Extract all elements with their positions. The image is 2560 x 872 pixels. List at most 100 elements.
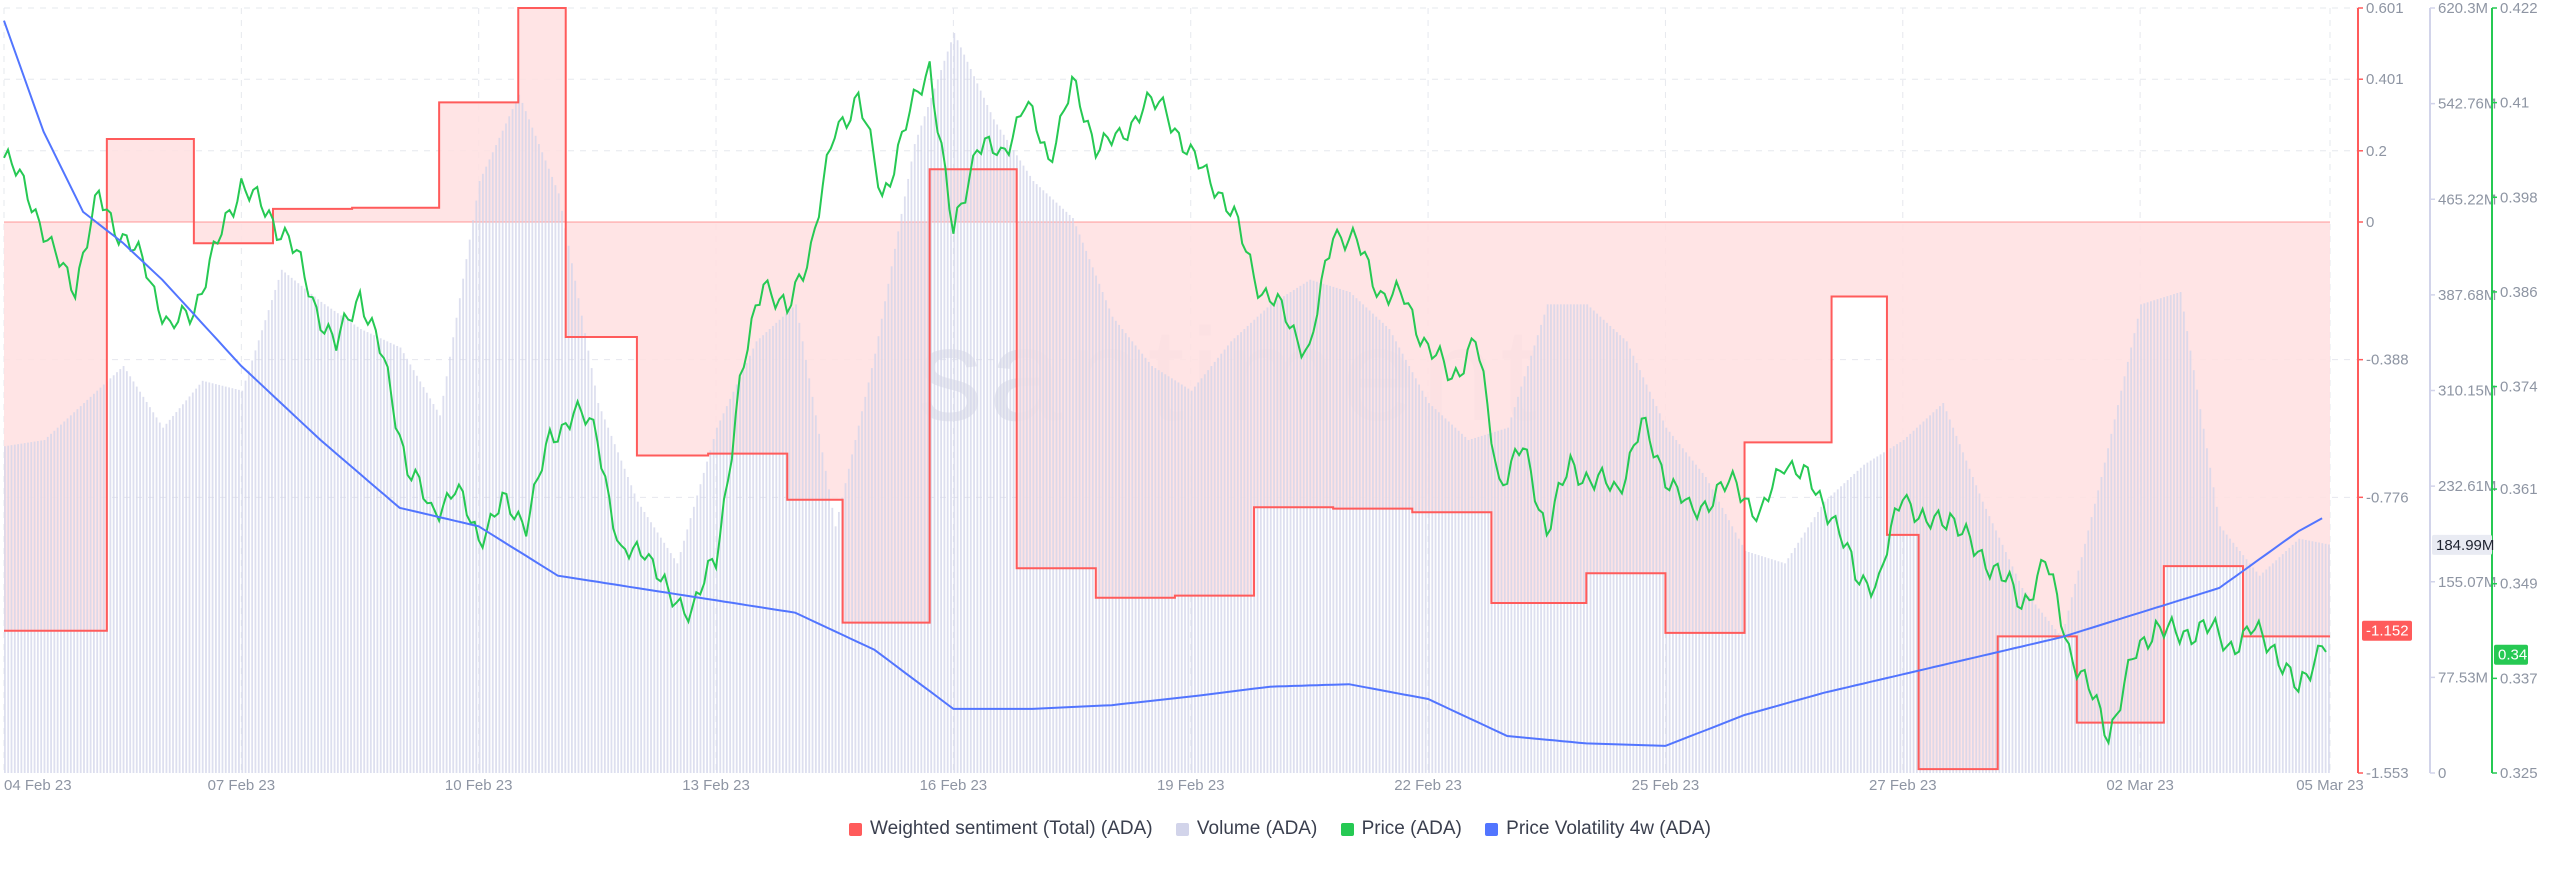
volume-bar bbox=[758, 338, 761, 773]
volume-bar bbox=[1335, 287, 1338, 773]
volume-bar bbox=[1780, 562, 1783, 773]
volume-bar bbox=[1892, 446, 1895, 773]
volume-bar bbox=[983, 97, 985, 773]
volume-bar bbox=[824, 470, 827, 773]
volume-bar bbox=[327, 306, 329, 773]
volume-bar bbox=[132, 381, 135, 773]
volume-bar bbox=[432, 404, 435, 773]
volume-bar bbox=[63, 421, 66, 773]
volume-bar bbox=[1962, 452, 1964, 773]
volume-bar bbox=[577, 298, 580, 773]
volume-bar bbox=[2173, 294, 2175, 773]
volume-bar bbox=[109, 378, 112, 773]
volume-bar bbox=[1906, 436, 1908, 773]
volume-bar bbox=[13, 444, 16, 773]
volume-bar bbox=[1615, 332, 1618, 773]
volume-bar bbox=[702, 472, 705, 773]
volume-bar bbox=[564, 228, 567, 774]
volume-bar bbox=[1203, 374, 1206, 773]
legend-item-price[interactable]: Price (ADA) bbox=[1340, 818, 1462, 840]
volume-bar bbox=[267, 310, 270, 773]
volume-bar bbox=[1405, 359, 1407, 773]
volume-bar bbox=[2146, 302, 2149, 773]
volume-bar bbox=[1856, 470, 1859, 773]
volume-bar bbox=[99, 387, 102, 773]
volume-bar bbox=[511, 109, 514, 774]
volume-bar bbox=[640, 506, 643, 773]
volume-bar bbox=[2004, 552, 2007, 773]
volume-bar bbox=[1022, 165, 1025, 774]
legend-item-sentiment[interactable]: Weighted sentiment (Total) (ADA) bbox=[848, 818, 1153, 840]
volume-bar bbox=[551, 176, 554, 774]
volume-bar bbox=[1134, 345, 1137, 773]
volume-bar bbox=[1180, 384, 1183, 773]
volume-bar bbox=[1761, 556, 1763, 773]
volume-bar bbox=[2235, 546, 2238, 773]
volume-bar bbox=[973, 76, 975, 773]
volume-bar bbox=[406, 358, 408, 773]
volume-bar bbox=[1312, 280, 1315, 773]
volume-bar bbox=[1942, 403, 1945, 773]
volume-bar bbox=[554, 185, 557, 773]
volume-bar bbox=[521, 102, 524, 774]
volume-bar bbox=[505, 123, 507, 774]
volume-bar bbox=[458, 298, 461, 773]
volume-bar bbox=[2252, 567, 2254, 773]
volume-bar bbox=[435, 409, 438, 773]
x-axis: 04 Feb 23 07 Feb 23 10 Feb 23 13 Feb 23 16 F… bbox=[4, 777, 2364, 794]
volume-bar bbox=[1292, 289, 1295, 773]
volume-bar bbox=[1612, 329, 1615, 773]
volume-bar bbox=[1734, 532, 1737, 773]
volume-bar bbox=[1177, 382, 1180, 773]
volume-bar bbox=[1803, 532, 1806, 773]
sentiment-badge: -1.152 bbox=[2366, 623, 2409, 640]
x-tick-label: 27 Feb 23 bbox=[1869, 777, 1937, 794]
volume-bar bbox=[472, 220, 474, 773]
volume-bar bbox=[574, 280, 577, 773]
volume-bar bbox=[1164, 374, 1167, 773]
volume-bar bbox=[333, 310, 336, 773]
volume-bar bbox=[1583, 304, 1585, 773]
volume-bar bbox=[508, 116, 511, 773]
volume-bar bbox=[340, 315, 343, 773]
volume-bar bbox=[903, 196, 906, 773]
volume-bar bbox=[2311, 541, 2314, 773]
volume-bar bbox=[857, 425, 860, 773]
sentiment-line bbox=[4, 7, 2330, 771]
legend-item-volume[interactable]: Volume (ADA) bbox=[1175, 818, 1317, 840]
volume-bar bbox=[1586, 304, 1589, 773]
volume-bar bbox=[864, 396, 867, 773]
volume-bar bbox=[2153, 300, 2156, 773]
volume-bar bbox=[851, 454, 853, 773]
volume-bar bbox=[343, 317, 346, 773]
sentiment-axis-tick-label: 0 bbox=[2366, 214, 2374, 231]
volume-bar bbox=[158, 422, 161, 773]
volume-bar bbox=[1912, 430, 1915, 773]
volume-bar bbox=[927, 107, 929, 773]
volume-bar bbox=[1883, 452, 1885, 773]
volume-bar bbox=[2113, 419, 2116, 773]
volume-bar bbox=[1286, 294, 1289, 773]
volume-bar bbox=[2166, 296, 2169, 773]
volume-bar bbox=[1836, 489, 1839, 773]
volume-bar bbox=[310, 293, 313, 773]
volume-bar bbox=[706, 461, 708, 773]
volume-bar bbox=[122, 366, 125, 773]
volume-bar bbox=[1655, 406, 1658, 773]
volume-bar bbox=[350, 322, 352, 773]
price-axis-tick-label: 0.41 bbox=[2500, 95, 2529, 112]
volume-bar bbox=[294, 280, 296, 773]
volume-bar bbox=[1319, 282, 1322, 773]
volume-bar bbox=[76, 409, 79, 773]
legend-item-volatility[interactable]: Price Volatility 4w (ADA) bbox=[1485, 818, 1711, 840]
volume-bar bbox=[732, 391, 735, 773]
volume-bar bbox=[498, 137, 501, 774]
volume-bar bbox=[1128, 337, 1130, 773]
volume-badge-bg bbox=[2432, 534, 2492, 555]
volume-bar bbox=[1569, 304, 1572, 773]
volume-bar bbox=[1213, 361, 1216, 773]
volume-bar bbox=[676, 563, 679, 773]
volume-bar bbox=[1276, 300, 1279, 773]
volume-bar bbox=[1728, 520, 1730, 773]
volume-bar bbox=[284, 272, 286, 773]
